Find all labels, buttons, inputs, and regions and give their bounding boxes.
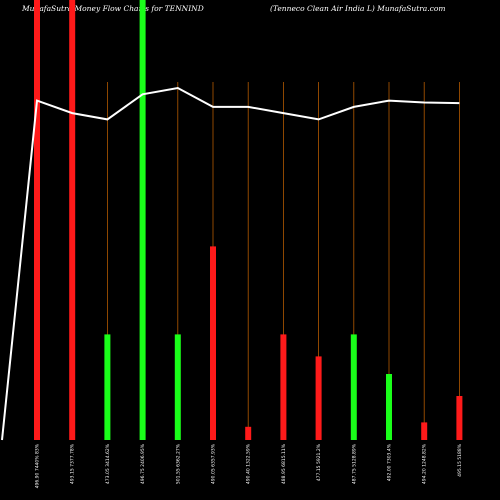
bar-1	[69, 0, 76, 440]
tick-label-10: 492.00 7303.4%	[387, 443, 393, 481]
bar-8	[315, 356, 322, 440]
chart-title-left: MunafaSutra Money Flow Charts for TENNIN…	[22, 4, 204, 13]
bar-2	[104, 334, 111, 440]
bar-6	[245, 426, 252, 440]
bar-0	[34, 0, 40, 440]
tick-label-11: 494.20 1248.82%	[422, 443, 428, 484]
bar-10	[386, 374, 392, 440]
tick-label-7: 488.95 6815.11%	[281, 443, 287, 484]
tick-label-9: 487.75 5128.89%	[351, 443, 357, 484]
tick-label-1: 493.15 7377.78%	[70, 443, 76, 484]
bar-12	[456, 396, 463, 440]
tick-label-6: 490.40 1322.59%	[246, 443, 252, 484]
bar-7	[280, 334, 287, 440]
bar-9	[350, 334, 357, 440]
tick-label-5: 490.05 6357.93%	[211, 443, 217, 484]
tick-label-3: 496.75 2406.95%	[140, 443, 146, 484]
tick-label-2: 473.05 3414.62%	[105, 443, 111, 484]
price-line	[1, 86, 460, 441]
tick-label-8: 477.15 5921.2%	[316, 443, 322, 481]
tick-label-0: 496.90 7440% 83%	[35, 443, 41, 488]
tick-label-12: 495.15 5188%	[457, 443, 463, 477]
bar-4	[174, 334, 181, 440]
chart-title-right: (Tenneco Clean Air India L) MunafaSutra.…	[270, 4, 446, 13]
bar-3	[139, 0, 146, 440]
tick-label-4: 501.55 6362.27%	[175, 443, 181, 484]
bar-11	[421, 422, 428, 440]
bar-5	[210, 246, 216, 440]
